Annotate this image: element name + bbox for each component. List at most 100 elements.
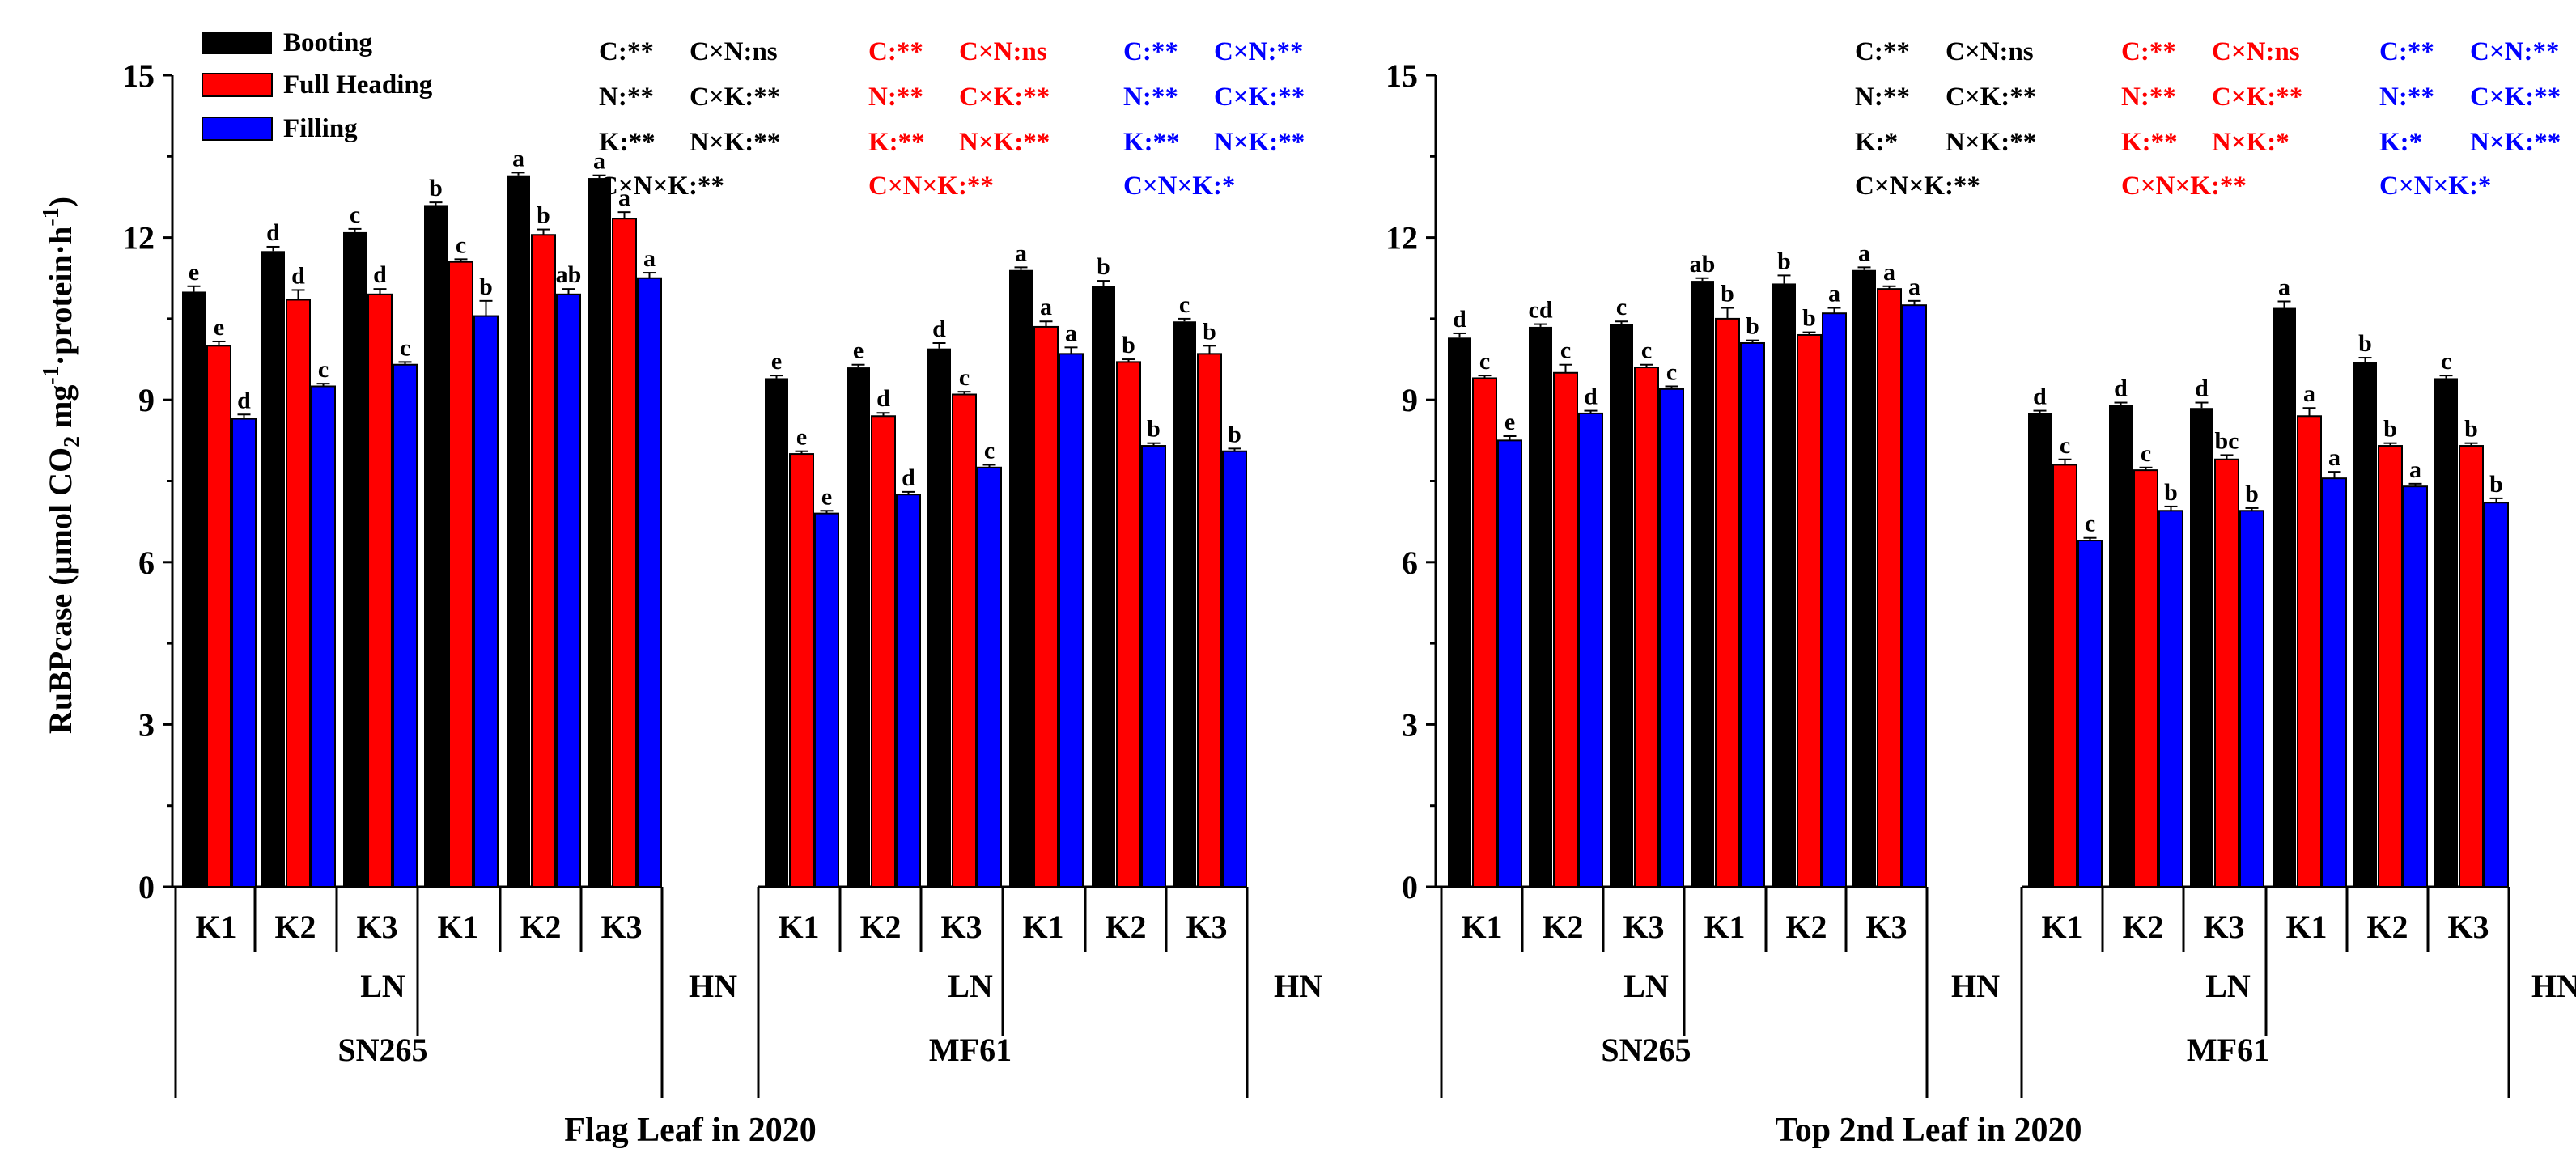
anova-term: K:**: [2121, 128, 2178, 157]
bar-filling: [896, 494, 921, 888]
y-tick-label: 9: [138, 382, 155, 418]
panel-top-2nd-leaf: 03691215dcecdcdcccabbbbbaaaadccdcbdbcbaa…: [1386, 37, 2576, 1149]
x-category-label: K2: [1105, 909, 1146, 945]
x-category-label: K1: [2041, 909, 2082, 945]
significance-letter: c: [2441, 348, 2451, 375]
significance-letter: d: [373, 261, 387, 288]
anova-term-three-way: C×N×K:*: [2379, 172, 2491, 201]
significance-letter: b: [1203, 318, 1216, 345]
significance-letter: a: [593, 148, 605, 175]
significance-letter: bc: [2215, 427, 2239, 454]
x-category-label: K1: [2285, 909, 2327, 945]
y-tick-label: 6: [1402, 545, 1418, 581]
bar-booting: [2028, 413, 2052, 888]
anova-term: C×N:ns: [2212, 37, 2300, 66]
anova-term: N×K:**: [2470, 128, 2561, 157]
anova-term: N:**: [2121, 83, 2176, 112]
bar-booting: [261, 251, 285, 888]
bar-filling: [1659, 388, 1684, 888]
panel-title: Flag Leaf in 2020: [564, 1112, 817, 1149]
bar-booting: [847, 367, 870, 888]
significance-letter: c: [456, 231, 466, 258]
bar-full-heading: [2052, 464, 2077, 888]
anova-term: C×K:**: [959, 83, 1050, 112]
significance-letter: b: [2245, 481, 2259, 507]
significance-letter: c: [2085, 511, 2095, 537]
anova-term: K:**: [599, 128, 656, 157]
x-category-label: K3: [356, 909, 397, 945]
anova-term: C×K:**: [2212, 83, 2302, 112]
bar-booting: [588, 178, 611, 888]
x-cultivar-label: SN265: [1601, 1032, 1691, 1068]
anova-term: C×N:**: [1214, 37, 1303, 66]
significance-letter: e: [853, 337, 864, 364]
legend-swatch-filling: [202, 117, 273, 141]
bar-full-heading: [1472, 377, 1497, 888]
x-category-label: K2: [1542, 909, 1583, 945]
bar-filling: [2484, 502, 2509, 888]
significance-letter: a: [512, 145, 524, 172]
bar-filling: [1059, 353, 1084, 888]
bar-filling: [2403, 485, 2428, 888]
panel-title: Top 2nd Leaf in 2020: [1776, 1112, 2082, 1149]
anova-term-three-way: C×N×K:**: [2121, 172, 2247, 201]
y-tick-label: 12: [1386, 220, 1418, 256]
significance-letter: d: [2195, 375, 2209, 402]
significance-letter: a: [1828, 281, 1840, 307]
x-category-label: K3: [2203, 909, 2244, 945]
bar-full-heading: [2214, 458, 2239, 888]
bar-full-heading: [2133, 469, 2158, 888]
significance-letter: c: [959, 364, 970, 391]
significance-letter: a: [1065, 320, 1077, 346]
anova-term: N:**: [1855, 83, 1910, 112]
significance-letter: e: [796, 424, 807, 451]
significance-letter: a: [618, 184, 630, 211]
bar-full-heading: [1033, 325, 1059, 888]
x-category-label: K3: [601, 909, 642, 945]
x-category-label: K2: [520, 909, 561, 945]
x-category-label: K3: [1186, 909, 1227, 945]
anova-term: C×K:**: [690, 83, 780, 112]
significance-letter: c: [1179, 291, 1190, 318]
legend-swatch-full-heading: [202, 73, 273, 97]
x-cultivar-label: SN265: [337, 1032, 427, 1068]
anova-term: C×N:**: [2470, 37, 2559, 66]
significance-letter: d: [2114, 375, 2128, 402]
significance-letter: a: [1908, 273, 1920, 300]
x-category-label: K1: [778, 909, 819, 945]
bar-filling: [556, 293, 581, 888]
anova-term-three-way: C×N×K:**: [599, 172, 724, 201]
x-n-level-label: LN: [360, 968, 405, 1004]
significance-letter: e: [771, 348, 782, 375]
significance-letter: b: [1228, 421, 1241, 447]
bar-filling: [473, 315, 499, 888]
significance-letter: b: [2358, 330, 2372, 357]
significance-letter: d: [1584, 384, 1598, 410]
y-tick-label: 12: [122, 220, 155, 256]
significance-letter: b: [2383, 416, 2397, 443]
significance-letter: d: [876, 385, 890, 412]
x-category-label: K1: [1022, 909, 1063, 945]
x-category-label: K1: [1704, 909, 1745, 945]
x-n-level-label: LN: [2205, 968, 2251, 1004]
anova-term: N:**: [868, 83, 923, 112]
anova-term: C×N:ns: [959, 37, 1047, 66]
significance-letter: b: [2489, 471, 2503, 498]
significance-letter: e: [821, 483, 832, 510]
x-category-label: K1: [437, 909, 478, 945]
bar-booting: [2353, 362, 2377, 888]
significance-letter: c: [1560, 337, 1571, 364]
y-tick-label: 15: [1386, 57, 1418, 94]
anova-term: N:**: [1123, 83, 1178, 112]
bar-booting: [1448, 337, 1471, 887]
anova-term: C:**: [599, 37, 654, 66]
significance-letter: a: [2409, 456, 2421, 483]
bar-booting: [1092, 286, 1115, 887]
significance-letter: d: [291, 262, 305, 289]
bar-full-heading: [1197, 353, 1222, 888]
x-n-level-label: HN: [689, 968, 737, 1004]
bar-filling: [1497, 439, 1522, 888]
significance-letter: b: [429, 175, 443, 201]
x-n-level-label: LN: [1623, 968, 1669, 1004]
significance-letter: a: [2328, 444, 2340, 471]
